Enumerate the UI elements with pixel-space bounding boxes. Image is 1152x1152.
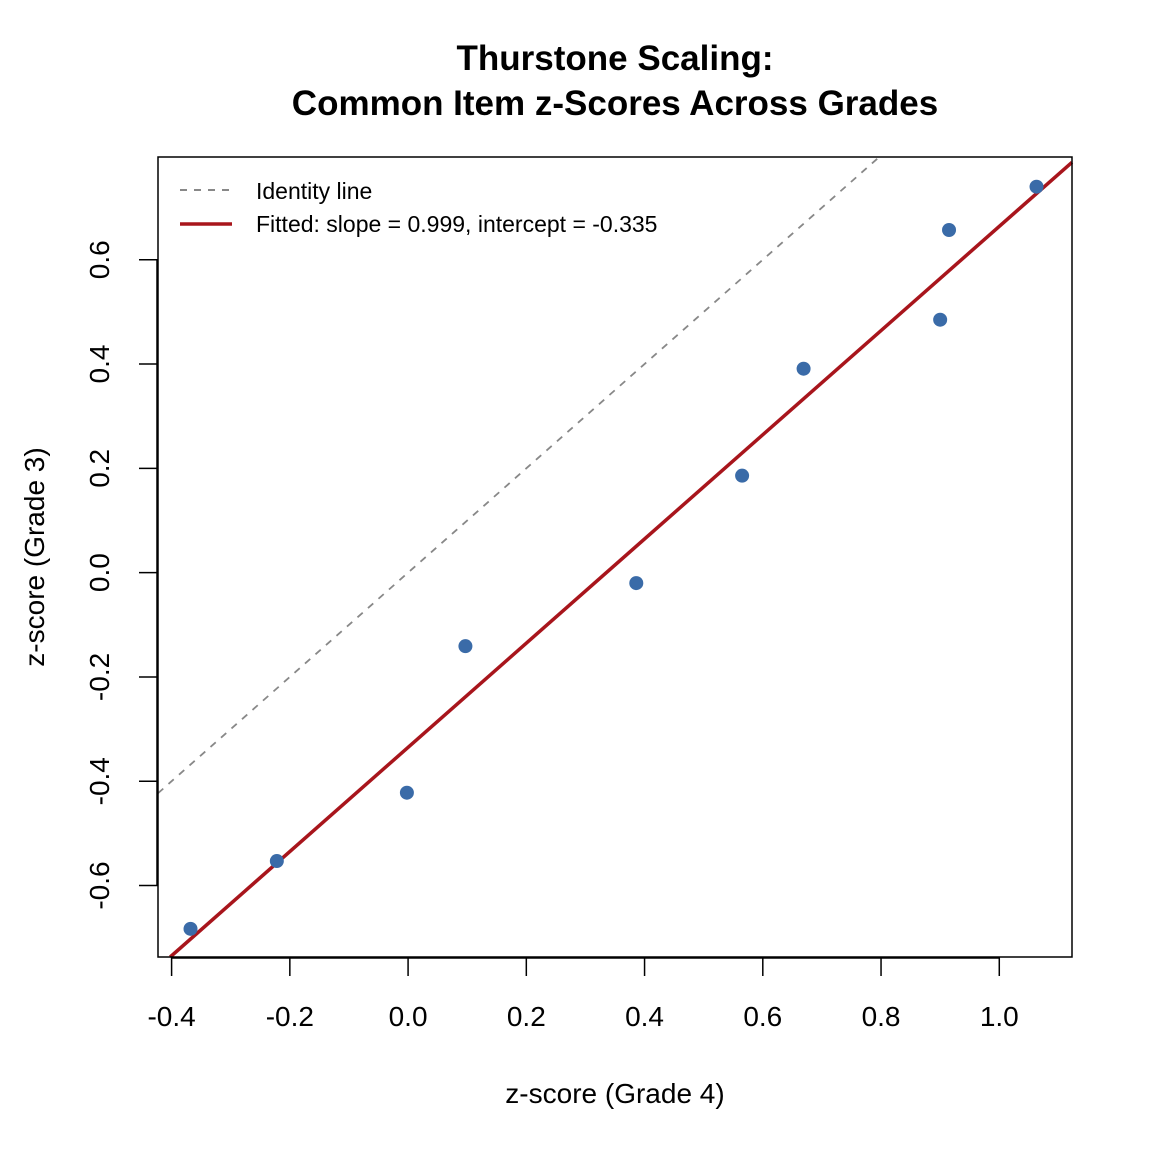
- data-point: [735, 468, 750, 483]
- y-tick-label: -0.6: [84, 861, 115, 909]
- identity-line-layer: [157, 156, 880, 794]
- data-point: [1029, 179, 1044, 194]
- data-point: [458, 639, 473, 654]
- data-point: [269, 854, 284, 869]
- y-axis-label: z-score (Grade 3): [19, 447, 50, 666]
- chart-title-line-1: Thurstone Scaling:: [457, 39, 774, 78]
- y-tick-label: -0.4: [84, 757, 115, 805]
- y-tick-label: 0.2: [84, 449, 115, 488]
- x-tick-label: 0.8: [862, 1001, 901, 1032]
- data-point: [629, 576, 644, 591]
- x-tick-label: -0.2: [266, 1001, 314, 1032]
- y-tick-label: 0.0: [84, 553, 115, 592]
- x-axis: -0.4 -0.2 0.0 0.2 0.4 0.6 0.8 1.0: [147, 957, 1019, 1032]
- data-point: [942, 223, 957, 238]
- x-tick-label: 0.6: [743, 1001, 782, 1032]
- x-tick-label: -0.4: [147, 1001, 195, 1032]
- x-axis-label: z-score (Grade 4): [505, 1078, 724, 1109]
- plot-frame: [157, 156, 1073, 958]
- legend-fitted-label: Fitted: slope = 0.999, intercept = -0.33…: [256, 211, 657, 237]
- fitted-line-layer: [169, 160, 1074, 959]
- legend: Identity line Fitted: slope = 0.999, int…: [180, 178, 657, 237]
- identity-line: [157, 156, 880, 794]
- data-point: [933, 312, 948, 327]
- data-point: [399, 785, 414, 800]
- data-points: [183, 179, 1044, 936]
- x-tick-label: 0.2: [507, 1001, 546, 1032]
- y-axis: -0.6 -0.4 -0.2 0.0 0.2 0.4 0.6: [84, 240, 158, 910]
- y-tick-label: 0.6: [84, 240, 115, 279]
- legend-identity-label: Identity line: [256, 178, 372, 204]
- x-tick-label: 1.0: [980, 1001, 1019, 1032]
- chart-title-line-2: Common Item z-Scores Across Grades: [292, 84, 938, 123]
- y-tick-label: -0.2: [84, 653, 115, 701]
- x-tick-label: 0.0: [389, 1001, 428, 1032]
- fitted-line: [169, 160, 1074, 959]
- data-point: [183, 921, 198, 936]
- y-tick-label: 0.4: [84, 345, 115, 384]
- data-point: [796, 361, 811, 376]
- x-tick-label: 0.4: [625, 1001, 664, 1032]
